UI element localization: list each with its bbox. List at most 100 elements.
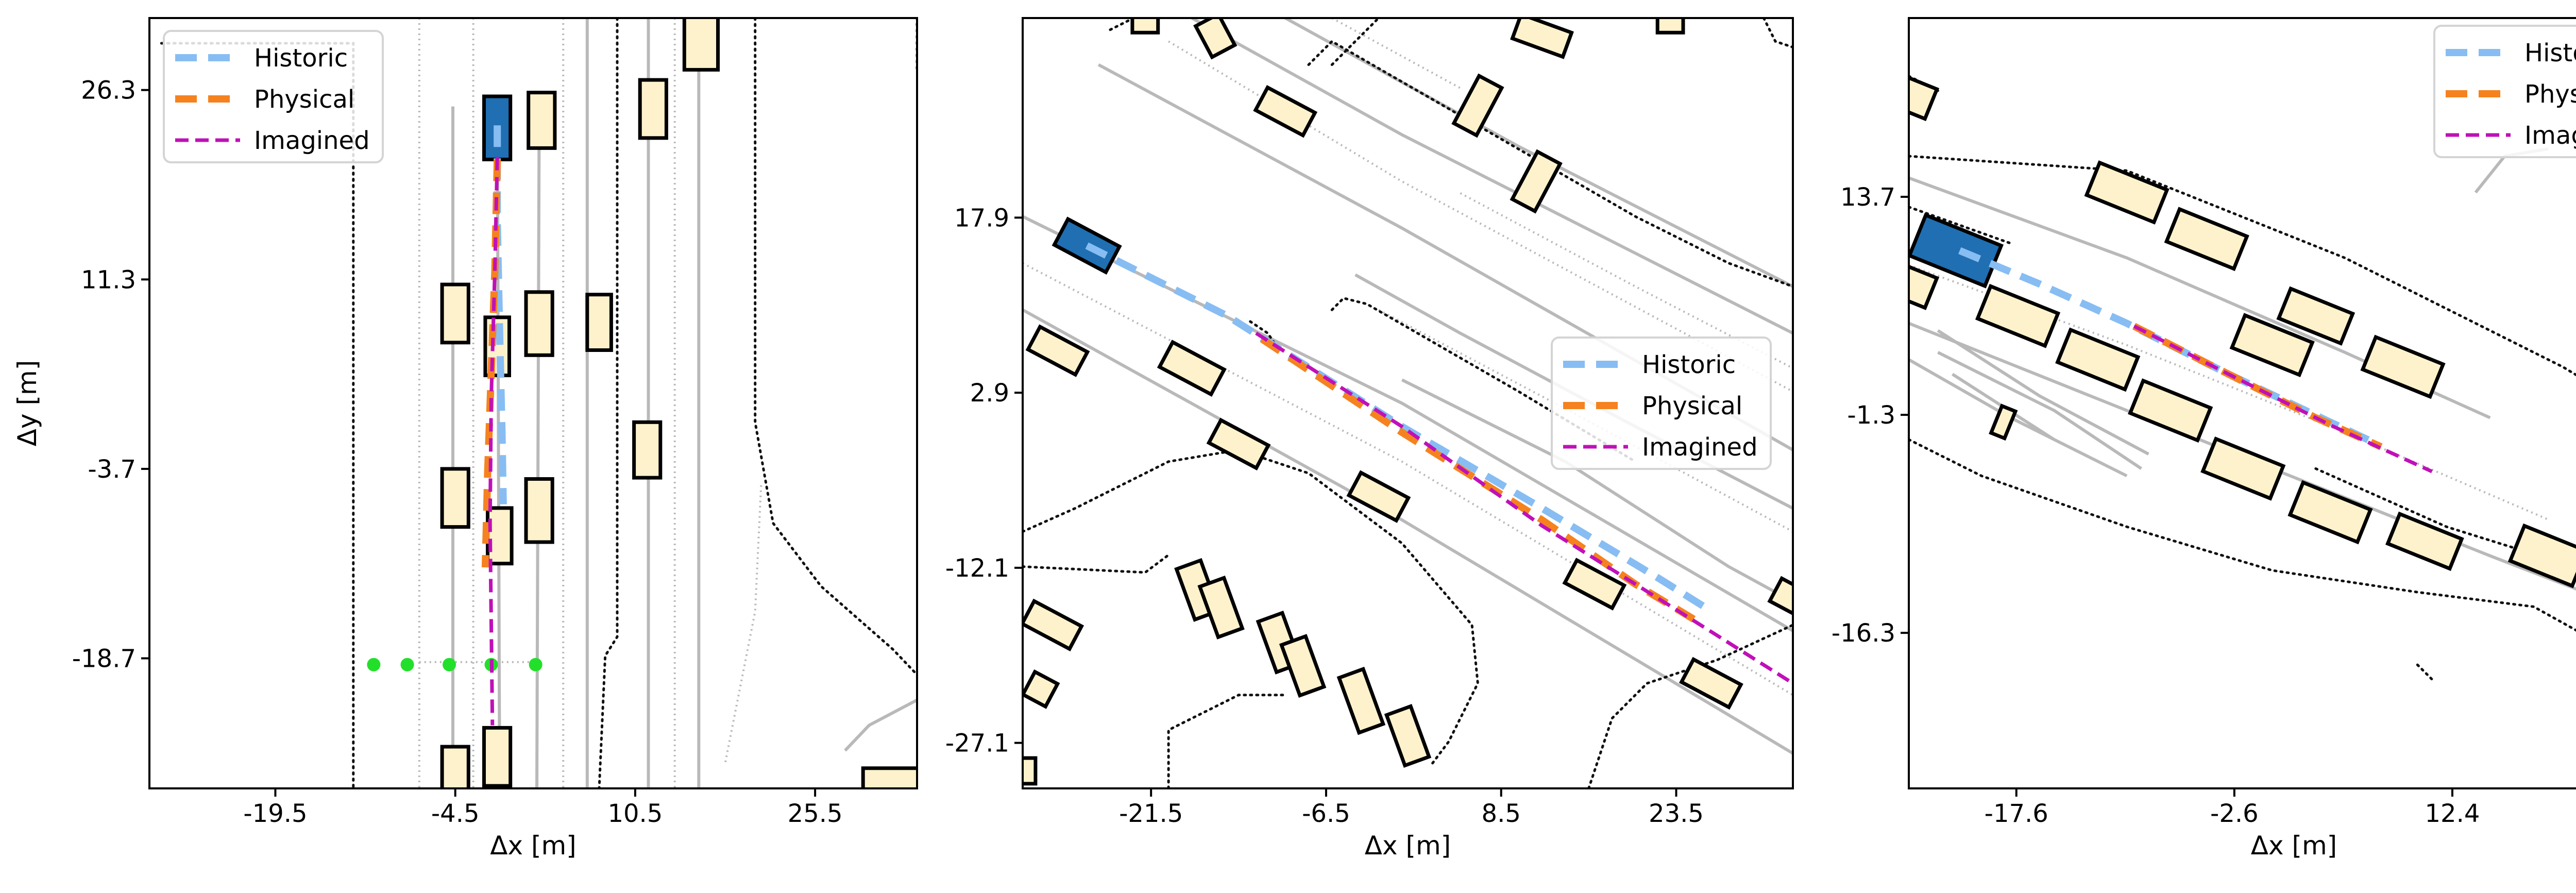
agent-vehicle [632,420,663,480]
plot-frame-3 [1908,17,2576,789]
lane-line [1168,40,1793,393]
legend-imagined-label: Imagined [254,126,370,155]
agent-vehicle [1679,656,1743,710]
goal-point [529,658,543,671]
x-tick-label: -2.6 [2210,799,2259,828]
y-tick-label: 2.9 [970,379,1009,408]
agent-vehicle [1193,18,1238,60]
road-boundary [1909,155,2576,377]
legend-box [163,30,384,163]
lane-line [1937,351,2142,470]
agent-vehicle [1989,403,2018,441]
series-historic-line [494,125,507,504]
agent-vehicle [1130,18,1160,35]
y-tick-label: -1.3 [1847,401,1895,430]
plot-area-3 [1909,75,2576,681]
agent-vehicle [2128,378,2213,443]
agent-vehicle [2385,511,2464,571]
legend-imagined-label: Imagined [2524,121,2576,150]
agent-vehicle [1451,73,1504,138]
agent-vehicle [1384,704,1432,768]
lane-line [1331,18,1461,89]
agent-vehicle [1562,558,1627,611]
plot-area-2 [1023,18,1793,788]
series-physical-line [481,159,501,568]
legend-3: Historic Physical Imagined [2433,25,2576,158]
road-boundary [1909,438,2576,632]
lane-line [1023,262,1793,696]
legend-box [1551,336,1772,470]
x-tick-label: -21.5 [1119,799,1183,828]
agent-vehicle [2276,286,2355,346]
series-imagined-line [1255,331,1793,685]
goal-point [367,658,381,671]
agent-vehicle [2229,313,2315,378]
legend-physical-label: Physical [254,85,354,114]
agent-vehicle [1767,576,1793,616]
x-axis-label: Δx [m] [1365,831,1451,861]
road-boundary [1587,624,1793,788]
legend-historic-label: Historic [254,44,348,73]
legend-historic-label: Historic [2524,39,2576,68]
agent-vehicle [1023,669,1060,709]
lane-line [1401,378,1793,603]
y-tick-label: 26.3 [81,76,136,105]
agent-vehicle [1279,634,1327,698]
agent-vehicle [1909,75,1940,122]
legend-physical-label: Physical [2524,80,2576,109]
agent-vehicle [1157,340,1227,397]
agent-vehicle [2084,160,2170,225]
y-tick-label: -16.3 [1832,619,1895,648]
x-tick-label: 25.5 [788,799,843,828]
road-boundary [598,18,619,788]
x-axis-label: Δx [m] [490,831,576,861]
road-boundary [1307,40,1793,288]
agent-vehicle [682,18,720,72]
agent-vehicle [1975,283,2061,348]
x-tick-label: -17.6 [1985,799,2048,828]
goal-point [443,658,456,671]
agent-vehicle [524,290,554,357]
road-boundary [1762,18,1793,49]
goal-point [400,658,414,671]
legend-imagined-label: Imagined [1642,433,1758,462]
series-imagined-line [488,157,499,726]
agent-vehicle [440,745,470,788]
lane-line [1191,18,1793,335]
road-boundary [2416,663,2433,681]
agent-vehicle [585,293,613,352]
y-tick-label: 13.7 [1840,183,1895,212]
x-tick-label: 12.4 [2425,799,2480,828]
agent-vehicle [527,91,557,150]
road-boundary [1909,206,2012,245]
agent-vehicle [861,766,917,788]
series-historic-line [1085,242,1707,611]
agent-vehicle [440,282,470,345]
y-tick-label: -18.7 [72,645,136,673]
agent-vehicle [440,467,470,529]
agent-vehicle [638,78,668,140]
agent-vehicle [2507,523,2576,588]
agent-vehicle [2287,480,2373,545]
legend-historic-label: Historic [1642,350,1736,379]
road-boundary [1023,448,1479,767]
road-boundary [1167,694,1287,788]
x-tick-label: -19.5 [243,799,307,828]
agent-vehicle [482,726,513,788]
lane-line [535,106,541,788]
y-tick-label: -27.1 [945,729,1009,758]
agent-vehicle [1655,18,1685,35]
agent-vehicle [1023,598,1084,652]
agent-vehicle [1336,666,1386,735]
agent-vehicle [1197,575,1245,639]
series-physical-line [1260,336,1696,622]
y-tick-label: -3.7 [88,455,136,484]
agent-vehicle [1023,756,1038,786]
y-tick-label: 11.3 [81,265,136,294]
legend-box [2433,25,2576,158]
plot-frame-2 [1022,17,1794,789]
agent-vehicle [1025,324,1090,377]
x-tick-label: -4.5 [431,799,480,828]
agent-vehicle [1206,417,1271,470]
lane-line [1909,264,2549,521]
